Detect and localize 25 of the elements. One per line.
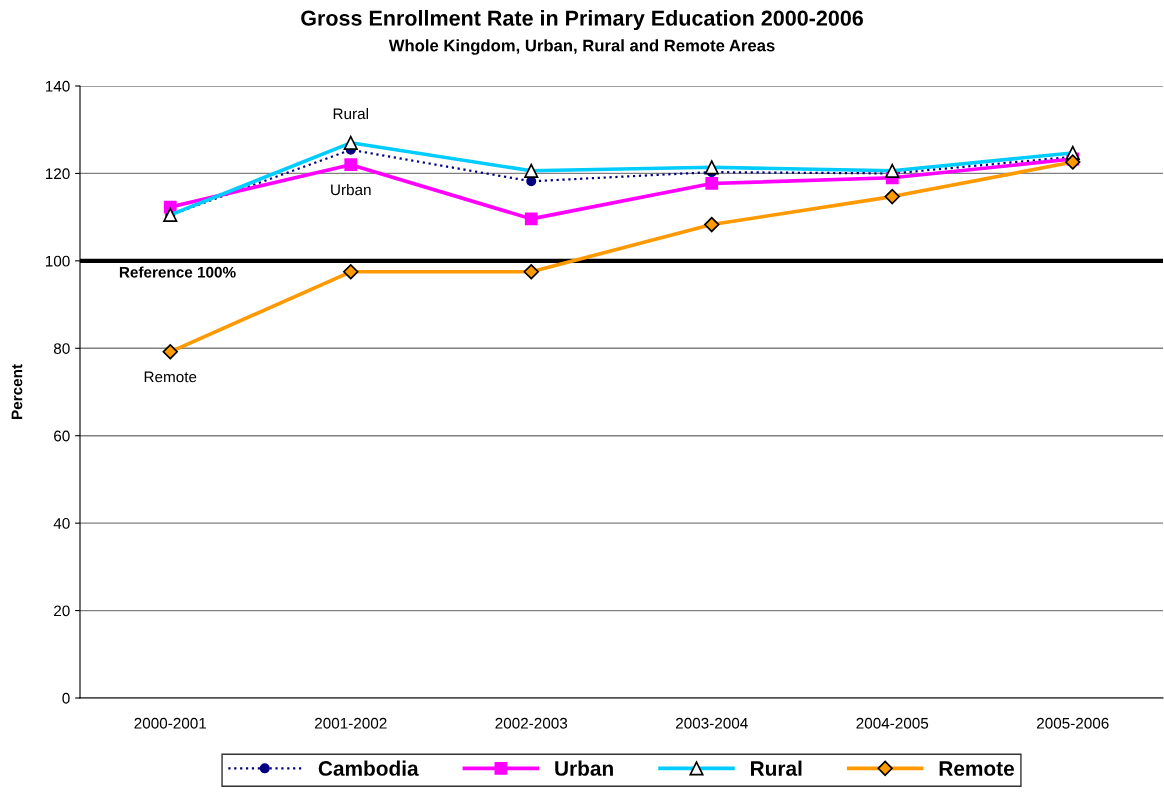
- legend-label: Urban: [555, 760, 613, 776]
- y-tick-label: 40: [53, 518, 70, 529]
- chart-title: Gross Enrollment Rate in Primary Education 2000-2006: [301, 9, 863, 31]
- chart-subtitle: Whole Kingdom, Urban, Rural and Remote Areas: [388, 39, 775, 55]
- x-tick-label: 2000-2001: [134, 717, 207, 729]
- x-tick-label: 2004-2005: [856, 717, 929, 729]
- y-tick-label: 100: [45, 255, 70, 267]
- annotation: Urban: [331, 183, 371, 196]
- y-tick-label: 80: [53, 343, 70, 354]
- y-tick-label: 140: [45, 80, 70, 92]
- x-tick-label: 2001-2002: [314, 717, 387, 729]
- y-tick-label: 20: [54, 605, 70, 617]
- legend-label: Remote: [939, 761, 1014, 776]
- annotation: Remote: [144, 371, 197, 383]
- annotation: Rural: [333, 107, 368, 120]
- legend-label: Rural: [751, 760, 802, 776]
- x-tick-label: 2003-2004: [675, 717, 748, 729]
- ref-line-label: Reference 100%: [119, 266, 236, 278]
- x-tick-label: 2002-2003: [495, 717, 568, 729]
- legend-label: Cambodia: [318, 760, 419, 776]
- x-tick-label: 2005-2006: [1036, 717, 1109, 729]
- y-axis-title: Percent: [11, 364, 23, 419]
- y-tick-label: 60: [54, 430, 70, 442]
- y-tick-label: 120: [45, 168, 70, 180]
- y-tick-label: 0: [62, 692, 70, 704]
